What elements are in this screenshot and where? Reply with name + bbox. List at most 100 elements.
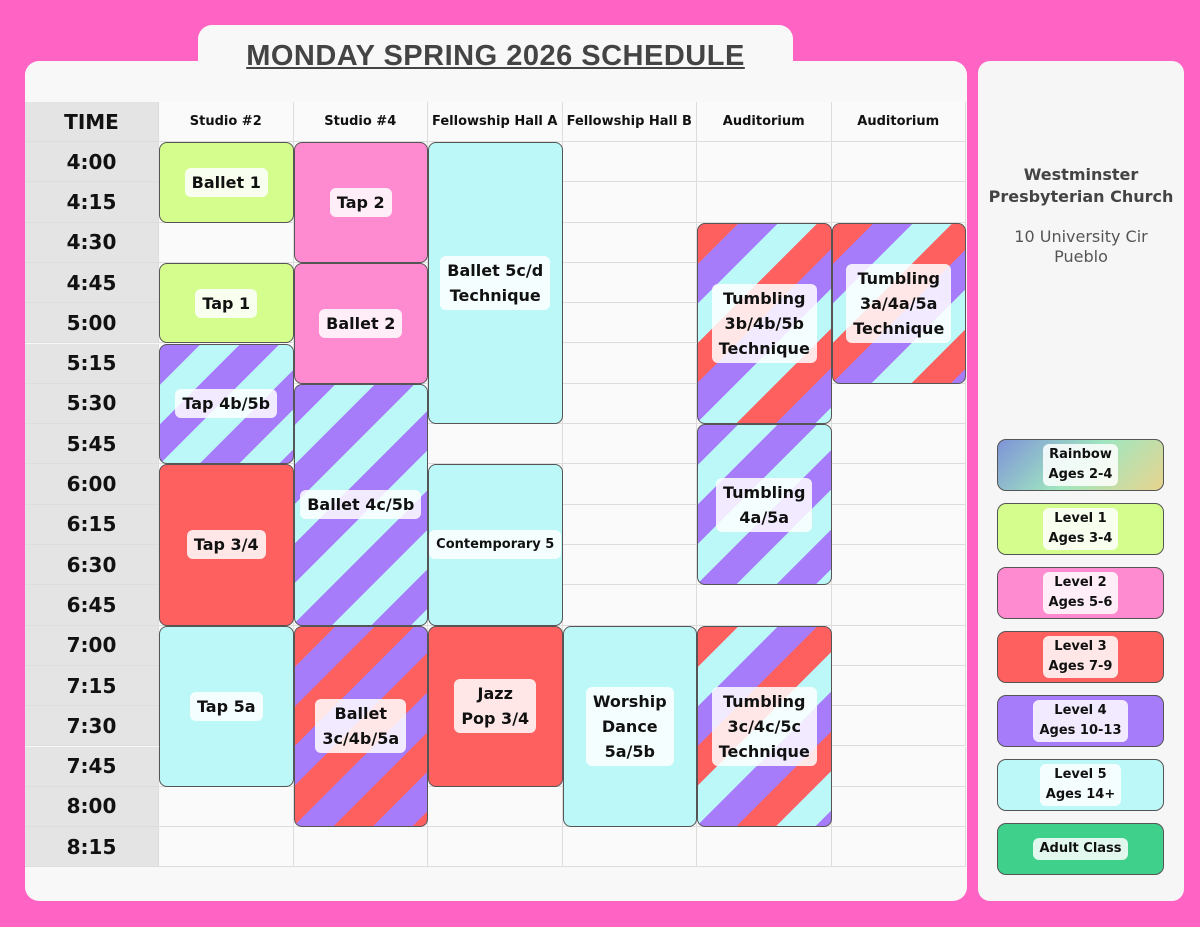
class-block[interactable]: Tumbling 3c/4c/5c Technique bbox=[697, 625, 832, 828]
grid-cell bbox=[562, 424, 697, 465]
class-block[interactable]: Ballet 2 bbox=[293, 262, 428, 384]
time-label: 7:30 bbox=[25, 706, 159, 747]
time-label: 8:15 bbox=[25, 827, 159, 868]
time-label: 4:15 bbox=[25, 182, 159, 223]
legend-label: Level 1 Ages 3-4 bbox=[1042, 508, 1119, 550]
time-label: 5:30 bbox=[25, 383, 159, 425]
class-block[interactable]: Jazz Pop 3/4 bbox=[428, 625, 563, 787]
grid-cell bbox=[159, 786, 294, 828]
time-label: 7:00 bbox=[25, 625, 159, 666]
class-name: Tumbling 3b/4b/5b Technique bbox=[711, 283, 817, 363]
legend-item: Rainbow Ages 2-4 bbox=[997, 439, 1164, 491]
class-name: Ballet 4c/5b bbox=[300, 490, 422, 520]
class-block[interactable]: Contemporary 5 bbox=[428, 464, 563, 626]
class-block[interactable]: Tap 5a bbox=[159, 625, 294, 787]
grid-cell bbox=[562, 222, 697, 263]
legend-label: Adult Class bbox=[1033, 838, 1128, 860]
grid-cell bbox=[831, 625, 966, 666]
column-header: Studio #2 bbox=[159, 102, 294, 142]
legend-label: Level 2 Ages 5-6 bbox=[1042, 572, 1119, 614]
legend-item: Level 3 Ages 7-9 bbox=[997, 631, 1164, 683]
legend-label: Rainbow Ages 2-4 bbox=[1042, 444, 1119, 486]
class-name: Tap 1 bbox=[195, 288, 258, 318]
class-name: Tap 5a bbox=[189, 691, 263, 721]
grid-cell bbox=[697, 142, 832, 183]
class-block[interactable]: Ballet 3c/4b/5a bbox=[293, 625, 428, 828]
class-name: Ballet 3c/4b/5a bbox=[315, 699, 407, 754]
time-label: 4:45 bbox=[25, 262, 159, 304]
class-block[interactable]: Tumbling 3b/4b/5b Technique bbox=[697, 222, 832, 425]
grid-cell bbox=[831, 182, 966, 223]
grid-cell bbox=[831, 827, 966, 868]
grid-cell bbox=[697, 827, 832, 868]
class-name: Tumbling 3a/4a/5a Technique bbox=[846, 263, 952, 343]
time-label: 4:30 bbox=[25, 222, 159, 263]
class-block[interactable]: Ballet 1 bbox=[159, 142, 294, 223]
class-block[interactable]: Ballet 5c/d Technique bbox=[428, 142, 563, 425]
class-block[interactable]: Tumbling 4a/5a bbox=[697, 424, 832, 586]
grid-cell bbox=[562, 343, 697, 384]
grid-cell bbox=[562, 545, 697, 586]
grid-cell bbox=[562, 383, 697, 425]
column-header: Auditorium bbox=[831, 102, 966, 142]
column-header: Fellowship Hall B bbox=[562, 102, 697, 142]
class-name: Ballet 1 bbox=[184, 167, 268, 197]
class-block[interactable]: Tap 2 bbox=[293, 142, 428, 263]
class-block[interactable]: Tap 3/4 bbox=[159, 464, 294, 626]
grid-cell bbox=[697, 182, 832, 223]
class-block[interactable]: Worship Dance 5a/5b bbox=[562, 625, 697, 828]
class-name: Jazz Pop 3/4 bbox=[454, 679, 537, 734]
grid-cell bbox=[562, 303, 697, 344]
time-header: TIME bbox=[25, 102, 159, 142]
legend-item: Level 2 Ages 5-6 bbox=[997, 567, 1164, 619]
legend-item: Level 1 Ages 3-4 bbox=[997, 503, 1164, 555]
page-title: MONDAY SPRING 2026 SCHEDULE bbox=[246, 40, 745, 72]
time-label: 7:15 bbox=[25, 665, 159, 707]
class-block[interactable]: Tap 4b/5b bbox=[159, 343, 294, 465]
class-name: Tumbling 4a/5a bbox=[716, 477, 813, 532]
grid-cell bbox=[159, 222, 294, 263]
grid-cell bbox=[428, 424, 563, 465]
grid-cell bbox=[562, 827, 697, 868]
legend-item: Adult Class bbox=[997, 823, 1164, 875]
grid-cell bbox=[562, 585, 697, 626]
grid-cell bbox=[831, 585, 966, 626]
grid-cell bbox=[562, 464, 697, 505]
time-label: 5:45 bbox=[25, 424, 159, 465]
class-name: Worship Dance 5a/5b bbox=[585, 686, 674, 766]
time-label: 6:30 bbox=[25, 545, 159, 586]
legend-label: Level 5 Ages 14+ bbox=[1039, 764, 1122, 806]
grid-cell bbox=[293, 827, 428, 868]
legend-label: Level 3 Ages 7-9 bbox=[1042, 636, 1119, 678]
grid-cell bbox=[562, 142, 697, 183]
legend-item: Level 5 Ages 14+ bbox=[997, 759, 1164, 811]
time-label: 4:00 bbox=[25, 142, 159, 183]
class-name: Tap 2 bbox=[329, 187, 392, 217]
grid-cell bbox=[831, 746, 966, 787]
time-label: 5:00 bbox=[25, 303, 159, 344]
grid-cell bbox=[831, 665, 966, 707]
class-name: Ballet 2 bbox=[319, 308, 403, 338]
grid-cell bbox=[562, 182, 697, 223]
grid-cell bbox=[831, 545, 966, 586]
grid-cell bbox=[831, 786, 966, 828]
grid-cell bbox=[562, 504, 697, 545]
grid-cell bbox=[159, 827, 294, 868]
grid-cell bbox=[831, 383, 966, 425]
time-label: 8:00 bbox=[25, 786, 159, 828]
grid-cell bbox=[831, 504, 966, 545]
class-name: Tumbling 3c/4c/5c Technique bbox=[711, 686, 817, 766]
column-header: Auditorium bbox=[697, 102, 832, 142]
class-block[interactable]: Tumbling 3a/4a/5a Technique bbox=[831, 222, 966, 384]
column-header: Studio #4 bbox=[293, 102, 428, 142]
class-block[interactable]: Ballet 4c/5b bbox=[293, 383, 428, 626]
legend-label: Level 4 Ages 10-13 bbox=[1033, 700, 1128, 742]
grid-cell bbox=[831, 424, 966, 465]
class-block[interactable]: Tap 1 bbox=[159, 262, 294, 344]
time-label: 6:15 bbox=[25, 504, 159, 545]
grid-cell bbox=[428, 827, 563, 868]
church-name: Westminster Presbyterian Church bbox=[988, 165, 1174, 206]
grid-cell bbox=[428, 786, 563, 828]
grid-cell bbox=[562, 262, 697, 304]
legend-item: Level 4 Ages 10-13 bbox=[997, 695, 1164, 747]
